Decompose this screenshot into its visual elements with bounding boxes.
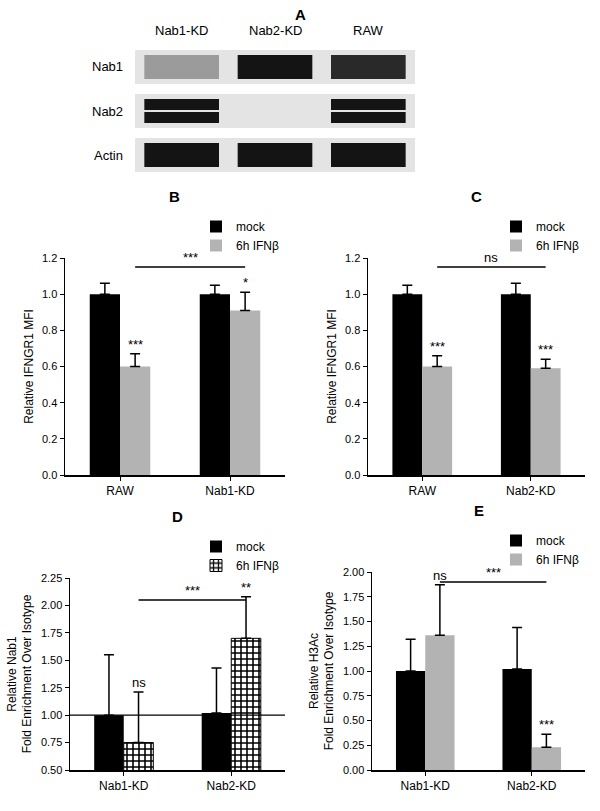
svg-text:C: C (471, 188, 482, 205)
svg-text:***: *** (486, 565, 501, 580)
svg-text:Relative IFNGR1 MFI: Relative IFNGR1 MFI (325, 309, 339, 424)
svg-text:0.50: 0.50 (343, 714, 364, 726)
svg-text:1.2: 1.2 (42, 252, 57, 264)
svg-text:ns: ns (484, 250, 498, 265)
svg-text:Relative H3AcFold Enrichment O: Relative H3AcFold Enrichment Over Isotyp… (307, 591, 337, 750)
svg-text:mock: mock (536, 220, 566, 234)
svg-text:0.0: 0.0 (345, 469, 360, 481)
svg-text:Nab2-KD: Nab2-KD (506, 484, 556, 498)
svg-text:ns: ns (132, 675, 146, 690)
svg-text:RAW: RAW (408, 484, 436, 498)
svg-text:1.25: 1.25 (343, 640, 364, 652)
svg-text:D: D (172, 508, 183, 525)
svg-text:0.8: 0.8 (42, 324, 57, 336)
svg-text:6h IFNβ: 6h IFNβ (236, 559, 279, 573)
svg-text:mock: mock (536, 534, 566, 548)
svg-text:0.00: 0.00 (343, 764, 364, 776)
svg-text:1.00: 1.00 (343, 665, 364, 677)
svg-text:1.50: 1.50 (41, 654, 62, 666)
svg-text:6h IFNβ: 6h IFNβ (536, 553, 579, 567)
svg-text:Nab2-KD: Nab2-KD (249, 23, 302, 38)
svg-text:0.6: 0.6 (345, 360, 360, 372)
svg-text:ns: ns (433, 568, 447, 583)
svg-text:1.00: 1.00 (41, 709, 62, 721)
svg-text:0.0: 0.0 (42, 469, 57, 481)
svg-text:***: *** (430, 339, 445, 354)
svg-text:Nab1-KD: Nab1-KD (99, 779, 149, 793)
svg-text:E: E (474, 502, 484, 519)
svg-text:0.4: 0.4 (42, 397, 57, 409)
svg-text:0.2: 0.2 (42, 433, 57, 445)
svg-text:Relative IFNGR1 MFI: Relative IFNGR1 MFI (22, 309, 36, 424)
svg-text:mock: mock (236, 540, 266, 554)
svg-text:Nab1: Nab1 (92, 59, 123, 74)
svg-text:***: *** (538, 342, 553, 357)
svg-text:RAW: RAW (106, 484, 134, 498)
svg-text:0.25: 0.25 (343, 739, 364, 751)
svg-text:***: *** (539, 717, 554, 732)
svg-text:***: *** (185, 583, 200, 598)
svg-text:1.2: 1.2 (345, 252, 360, 264)
svg-text:2.00: 2.00 (41, 599, 62, 611)
svg-text:1.25: 1.25 (41, 682, 62, 694)
svg-text:0.75: 0.75 (41, 736, 62, 748)
svg-text:A: A (295, 6, 306, 23)
svg-text:*: * (243, 275, 248, 290)
svg-text:mock: mock (236, 220, 266, 234)
svg-text:0.6: 0.6 (42, 360, 57, 372)
svg-text:6h IFNβ: 6h IFNβ (236, 239, 279, 253)
svg-text:Nab1-KD: Nab1-KD (205, 484, 255, 498)
svg-text:Nab2: Nab2 (92, 104, 123, 119)
svg-text:0.8: 0.8 (345, 324, 360, 336)
svg-text:1.0: 1.0 (42, 288, 57, 300)
svg-text:Nab2-KD: Nab2-KD (507, 779, 557, 793)
svg-text:Nab2-KD: Nab2-KD (207, 779, 257, 793)
svg-text:1.50: 1.50 (343, 615, 364, 627)
svg-text:1.75: 1.75 (41, 627, 62, 639)
svg-text:Actin: Actin (94, 148, 123, 163)
svg-text:Nab1-KD: Nab1-KD (155, 23, 208, 38)
svg-text:0.2: 0.2 (345, 433, 360, 445)
svg-text:2.25: 2.25 (41, 572, 62, 584)
svg-text:6h IFNβ: 6h IFNβ (536, 239, 579, 253)
svg-text:0.50: 0.50 (41, 764, 62, 776)
svg-text:B: B (169, 188, 180, 205)
svg-text:1.75: 1.75 (343, 591, 364, 603)
svg-text:***: *** (183, 250, 198, 265)
svg-text:**: ** (241, 580, 251, 595)
svg-text:0.75: 0.75 (343, 690, 364, 702)
svg-text:Relative Nab1Fold Enrichment O: Relative Nab1Fold Enrichment Over Isotyp… (5, 594, 35, 753)
svg-text:0.4: 0.4 (345, 397, 360, 409)
svg-text:Nab1-KD: Nab1-KD (401, 779, 451, 793)
svg-text:***: *** (128, 337, 143, 352)
svg-text:RAW: RAW (353, 23, 384, 38)
svg-text:2.00: 2.00 (343, 566, 364, 578)
svg-text:1.0: 1.0 (345, 288, 360, 300)
